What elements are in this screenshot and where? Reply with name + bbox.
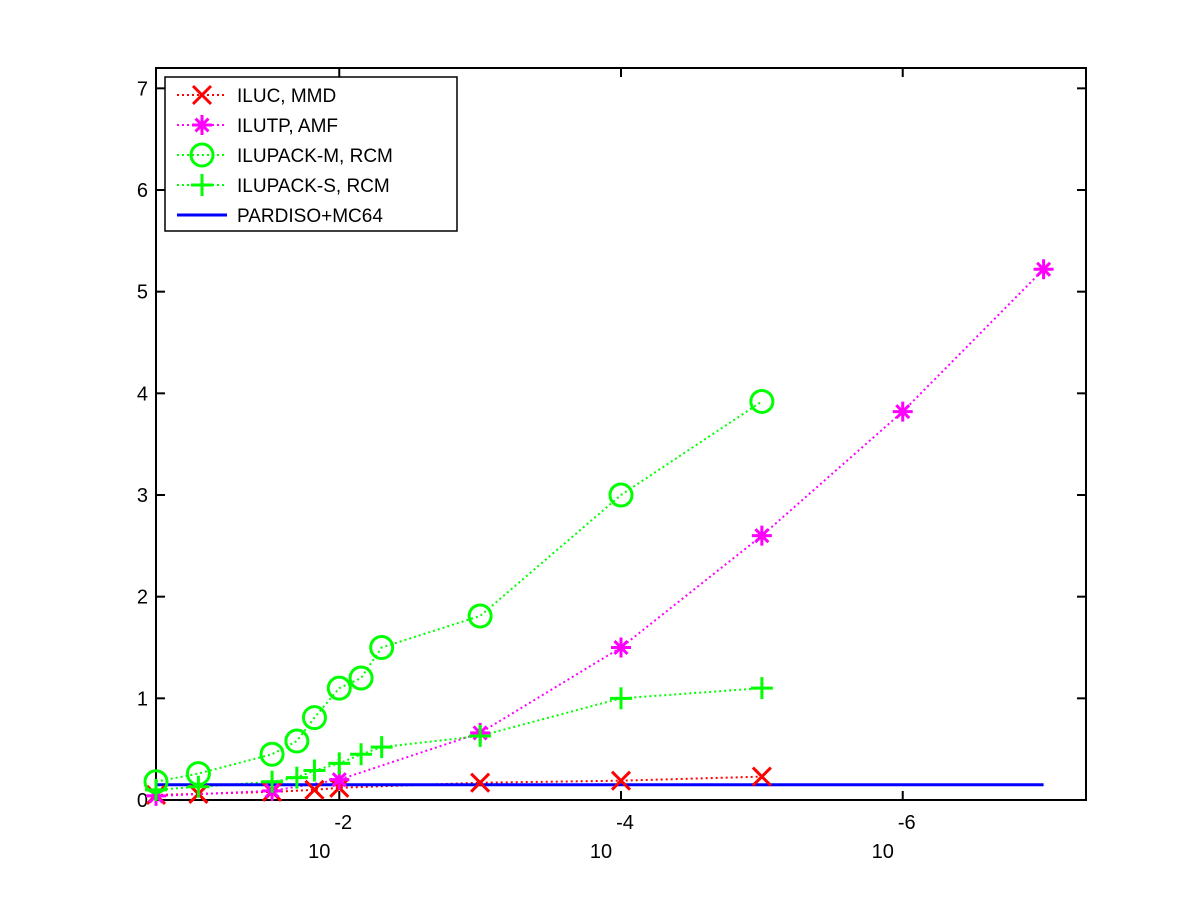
- data-point-ilupack-s-rcm: [328, 752, 351, 775]
- data-point-ilupack-m-rcm: [326, 675, 352, 701]
- data-point-ilupack-s-rcm: [285, 766, 308, 789]
- data-point-ilupack-m-rcm: [749, 388, 775, 414]
- y-tick-label: 7: [137, 78, 148, 100]
- x-tick-label-base: 10: [590, 841, 612, 863]
- data-point-ilupack-s-rcm: [750, 677, 773, 700]
- series-line-ilupack-m-rcm: [155, 400, 763, 783]
- data-point-ilupack-m-rcm: [348, 665, 374, 691]
- y-tick-label: 5: [137, 282, 148, 304]
- data-point-ilutp-amf: [751, 525, 772, 546]
- data-point-ilupack-m-rcm: [467, 603, 493, 629]
- y-tick-label: 4: [137, 383, 148, 405]
- data-point-ilutp-amf: [1033, 259, 1054, 280]
- data-point-ilupack-m-rcm: [284, 728, 310, 754]
- data-point-ilupack-m-rcm: [301, 705, 327, 731]
- legend-label-pardiso-mc64: PARDISO+MC64: [237, 206, 383, 227]
- data-point-iluc-mmd: [610, 770, 632, 791]
- legend-marker-iluc-mmd: [191, 84, 213, 106]
- data-point-ilupack-s-rcm: [610, 687, 632, 710]
- data-point-ilupack-s-rcm: [187, 775, 210, 798]
- data-point-ilutp-amf: [329, 769, 350, 790]
- data-point-ilupack-s-rcm: [469, 724, 492, 747]
- x-tick-label-exponent: -6: [898, 812, 916, 834]
- data-point-ilupack-s-rcm: [370, 736, 393, 759]
- series-line-iluc-mmd: [155, 775, 762, 796]
- legend-label-iluc-mmd: ILUC, MMD: [237, 86, 336, 107]
- legend-label-ilutp-amf: ILUTP, AMF: [237, 116, 338, 137]
- series-line-ilutp-amf: [155, 268, 1045, 797]
- legend-label-ilupack-s-rcm: ILUPACK-S, RCM: [237, 176, 390, 197]
- data-point-iluc-mmd: [304, 779, 325, 800]
- legend-marker-ilutp-amf: [192, 115, 212, 135]
- y-tick-label: 6: [137, 180, 148, 202]
- data-point-iluc-mmd: [751, 766, 772, 787]
- legend-label-ilupack-m-rcm: ILUPACK-M, RCM: [237, 146, 393, 167]
- data-point-ilupack-s-rcm: [145, 778, 167, 801]
- x-tick-label-exponent: -2: [334, 812, 352, 834]
- legend: ILUC, MMD ILUTP, AMF ILUPACK-M, RCM ILUPACK…: [164, 76, 458, 232]
- data-point-ilutp-amf: [611, 637, 631, 658]
- data-point-ilupack-s-rcm: [350, 743, 373, 766]
- data-point-ilutp-amf: [892, 401, 913, 422]
- data-point-ilupack-s-rcm: [261, 770, 284, 793]
- series-markers: [143, 259, 1054, 806]
- x-tick-label-base: 10: [872, 841, 894, 863]
- x-tick-label-base: 10: [308, 841, 330, 863]
- y-tick-label: 2: [137, 587, 148, 609]
- data-point-ilupack-m-rcm: [369, 635, 395, 660]
- data-point-ilupack-m-rcm: [608, 482, 634, 508]
- data-point-ilupack-s-rcm: [303, 759, 326, 782]
- data-point-iluc-mmd: [470, 772, 491, 793]
- y-tick-label: 0: [137, 790, 148, 812]
- y-tick-label: 1: [137, 688, 148, 710]
- legend-marker-ilupack-s-rcm: [191, 174, 213, 196]
- x-tick-label-exponent: -4: [616, 812, 634, 834]
- y-tick-label: 3: [137, 485, 148, 507]
- legend-marker-ilupack-m-rcm: [189, 142, 215, 168]
- data-point-ilupack-m-rcm: [259, 741, 285, 767]
